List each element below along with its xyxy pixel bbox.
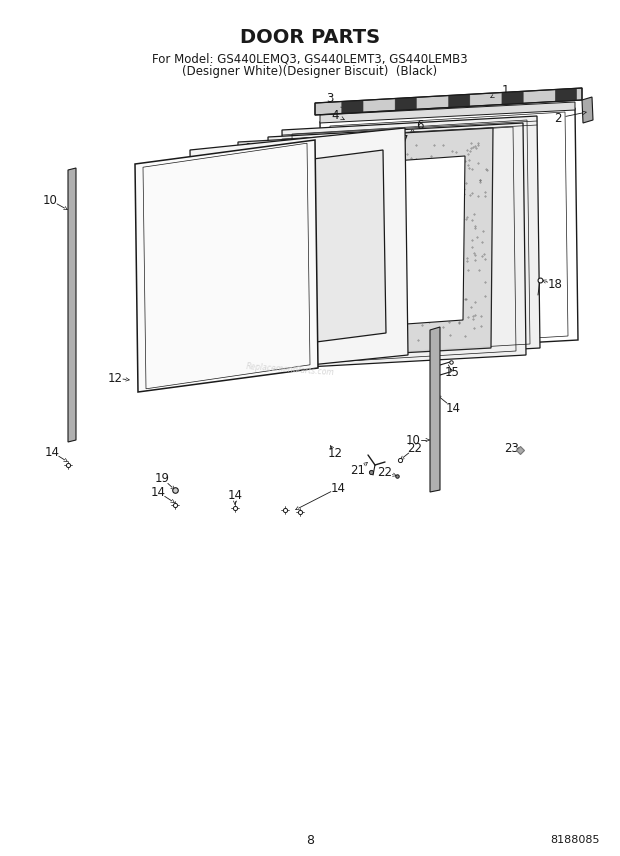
Text: 12: 12 bbox=[107, 372, 123, 384]
Polygon shape bbox=[430, 327, 440, 492]
Polygon shape bbox=[556, 88, 577, 102]
Polygon shape bbox=[268, 123, 526, 369]
Polygon shape bbox=[315, 88, 582, 115]
Polygon shape bbox=[68, 168, 76, 442]
Polygon shape bbox=[190, 128, 408, 377]
Polygon shape bbox=[264, 156, 465, 334]
Polygon shape bbox=[282, 116, 540, 362]
Text: 6: 6 bbox=[416, 118, 423, 132]
Polygon shape bbox=[342, 100, 363, 114]
Polygon shape bbox=[448, 94, 470, 108]
Text: 3: 3 bbox=[326, 92, 334, 104]
Text: For Model: GS440LEMQ3, GS440LEMT3, GS440LEMB3: For Model: GS440LEMQ3, GS440LEMT3, GS440… bbox=[152, 52, 468, 65]
Text: 14: 14 bbox=[446, 401, 461, 414]
Text: 10: 10 bbox=[43, 193, 58, 206]
Text: 8188085: 8188085 bbox=[551, 835, 600, 845]
Text: 23: 23 bbox=[505, 442, 520, 455]
Text: (Designer White)(Designer Biscuit)  (Black): (Designer White)(Designer Biscuit) (Blac… bbox=[182, 65, 438, 78]
Polygon shape bbox=[212, 150, 386, 355]
Text: 15: 15 bbox=[445, 366, 459, 378]
Text: 2: 2 bbox=[554, 111, 562, 124]
Text: 19: 19 bbox=[154, 472, 169, 484]
Polygon shape bbox=[236, 128, 493, 362]
Polygon shape bbox=[395, 98, 417, 110]
Polygon shape bbox=[320, 102, 575, 123]
Text: 13: 13 bbox=[138, 288, 153, 301]
Text: 21: 21 bbox=[350, 463, 366, 477]
Text: 1: 1 bbox=[501, 84, 509, 97]
Text: ReplacementParts.com: ReplacementParts.com bbox=[246, 362, 335, 377]
Text: 14: 14 bbox=[151, 485, 166, 498]
Text: 22: 22 bbox=[378, 466, 392, 479]
Text: 7: 7 bbox=[401, 134, 409, 146]
Text: 14: 14 bbox=[330, 482, 345, 495]
Polygon shape bbox=[135, 140, 318, 392]
Text: 14: 14 bbox=[228, 489, 242, 502]
Text: 6: 6 bbox=[386, 128, 394, 141]
Polygon shape bbox=[582, 97, 593, 123]
Text: 8: 8 bbox=[306, 834, 314, 847]
Text: 12: 12 bbox=[327, 447, 342, 460]
Text: 14: 14 bbox=[45, 445, 60, 459]
Text: 4: 4 bbox=[331, 109, 339, 122]
Polygon shape bbox=[502, 92, 523, 104]
Text: 9: 9 bbox=[244, 141, 252, 154]
Text: 22: 22 bbox=[407, 442, 422, 455]
Text: 18: 18 bbox=[547, 278, 562, 292]
Text: 11: 11 bbox=[153, 211, 167, 224]
Text: DOOR PARTS: DOOR PARTS bbox=[240, 28, 380, 47]
Text: 10: 10 bbox=[405, 433, 420, 447]
